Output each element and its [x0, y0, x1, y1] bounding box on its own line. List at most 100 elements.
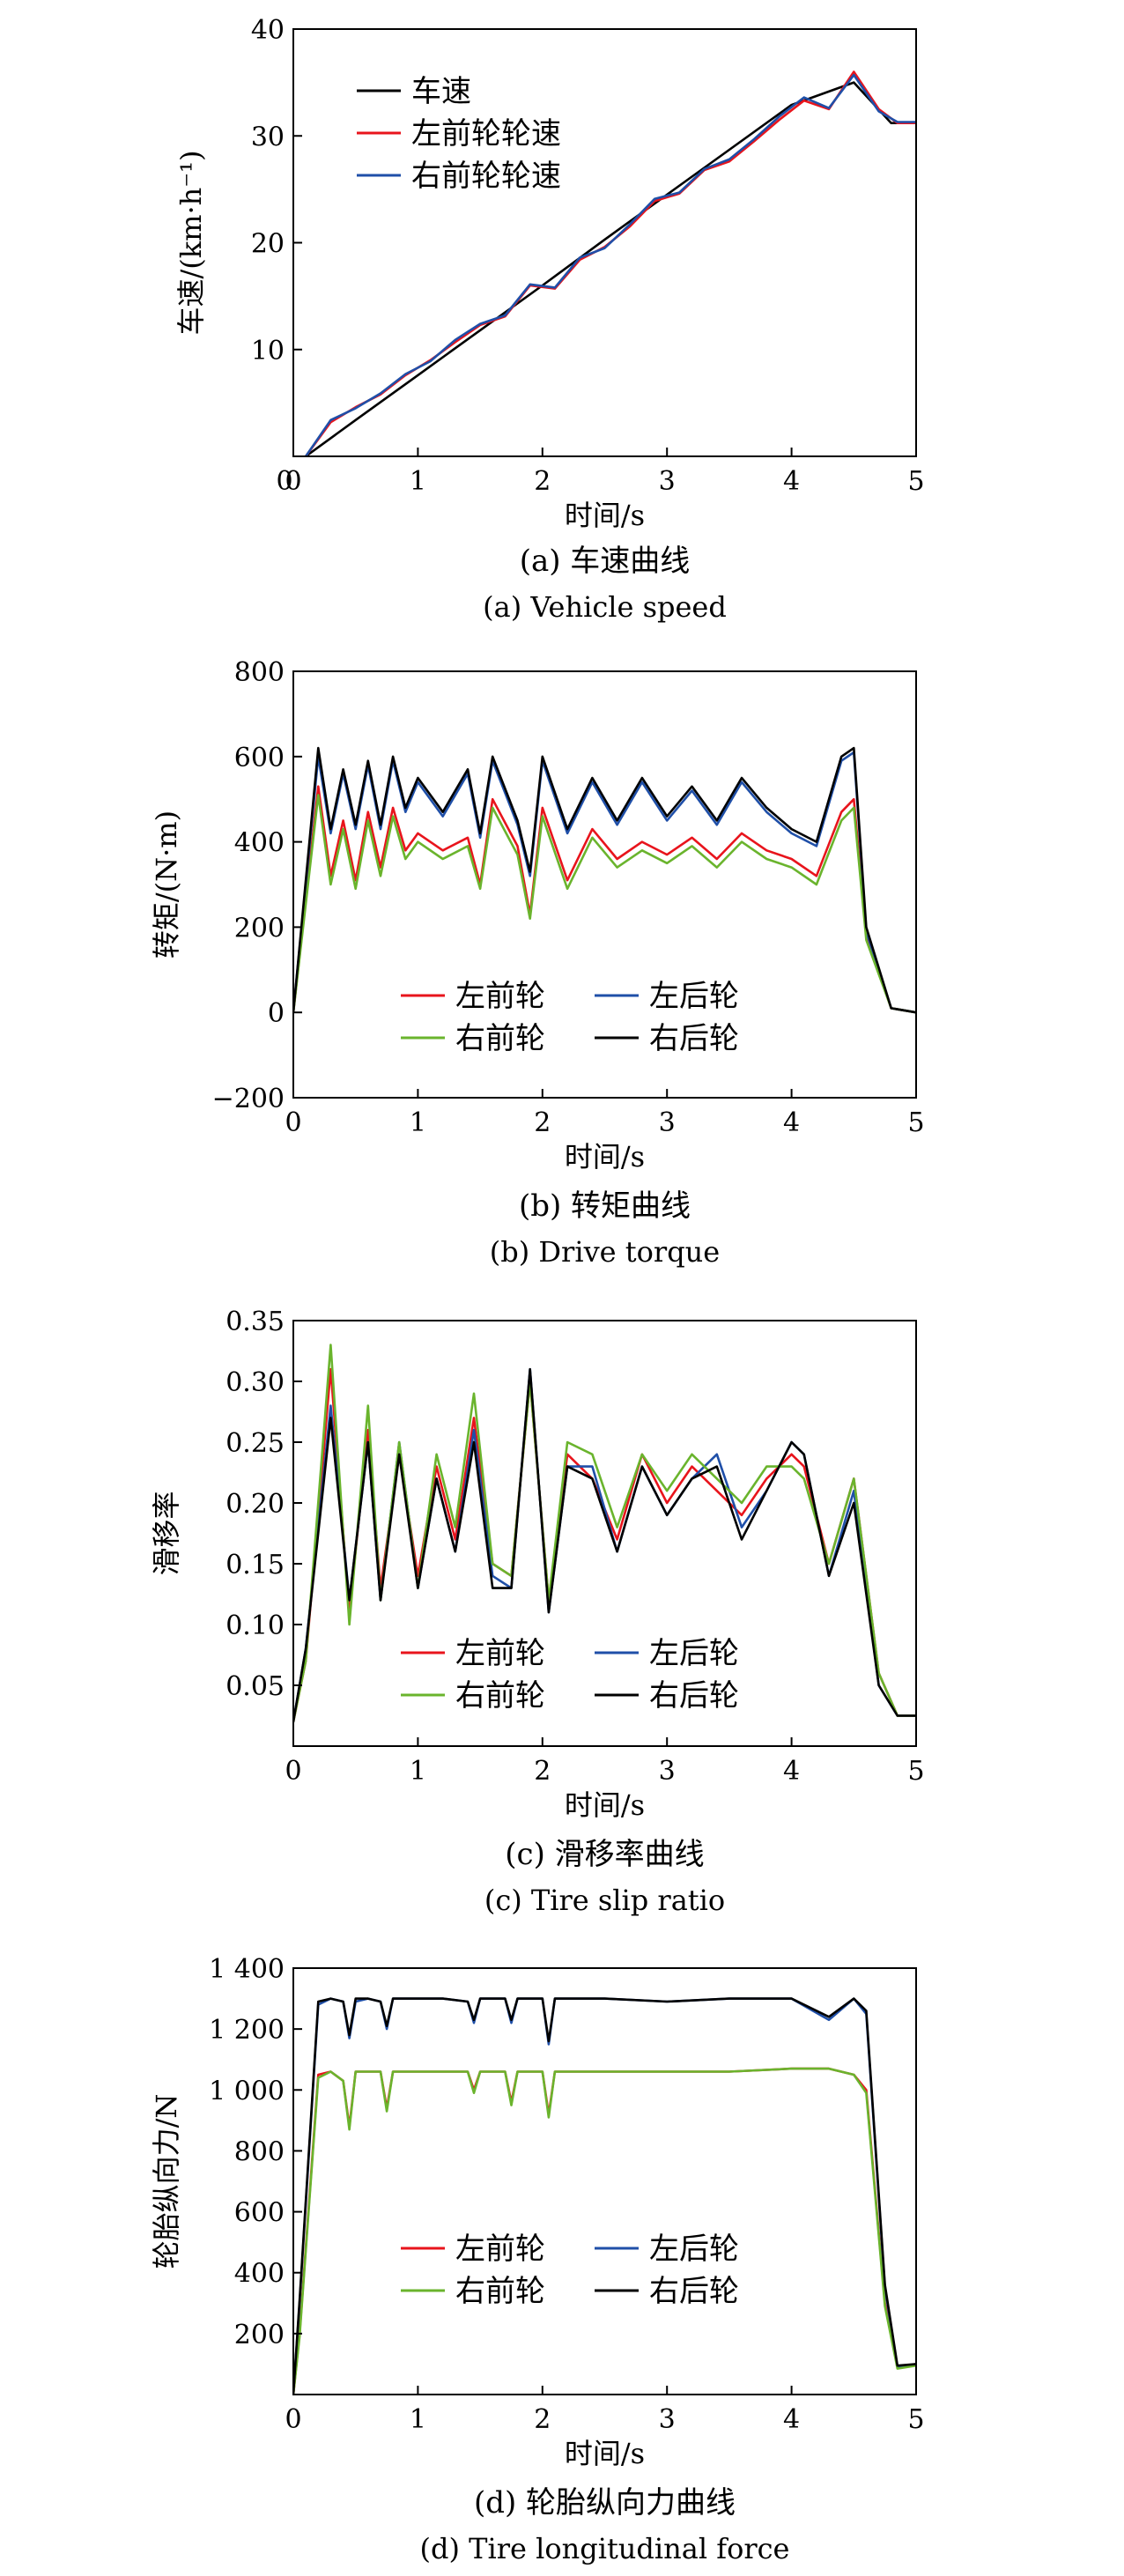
- x-tick-label: 5: [907, 2404, 924, 2435]
- caption-en: (b) Drive torque: [490, 1235, 720, 1269]
- x-tick-label: 1: [410, 1756, 426, 1787]
- y-tick-label: 0: [268, 998, 285, 1029]
- caption-zh: (c) 滑移率曲线: [505, 1837, 704, 1872]
- x-tick-label: 5: [907, 1756, 924, 1787]
- y-tick-label: 30: [251, 122, 285, 152]
- legend-label: 右前轮轮速: [411, 159, 561, 194]
- x-axis-label: 时间/s: [565, 499, 645, 532]
- x-tick-label: 0: [285, 2404, 301, 2435]
- legend-label: 左前轮: [455, 1636, 545, 1671]
- series-group: [293, 746, 916, 1014]
- chart-panel-4: 0 1 2 3 4 5 200 400 600 800 1 000 1 200 1 400 时间/s 轮胎纵…: [150, 1954, 925, 2565]
- series-line-4: [293, 746, 916, 1014]
- y-tick-label: 0.20: [226, 1489, 285, 1520]
- x-axis-label: 时间/s: [565, 1788, 645, 1822]
- plot-frame: [292, 1967, 917, 2395]
- series-line-1: [293, 2067, 916, 2395]
- series-group: [293, 1997, 916, 2395]
- x-tick-label: 2: [534, 2404, 551, 2435]
- y-tick-label: 600: [234, 743, 285, 774]
- legend-label: 左前轮: [455, 2232, 545, 2267]
- y-tick-label: 0.30: [226, 1367, 285, 1398]
- y-tick-label: 600: [234, 2198, 285, 2229]
- y-tick-label: 800: [234, 657, 285, 688]
- legend-label: 右前轮: [455, 2274, 545, 2309]
- legend-label: 左后轮: [649, 2232, 739, 2267]
- y-axis-label: 滑移率: [150, 1491, 183, 1575]
- plot-frame: [292, 1320, 917, 1747]
- series-line-1: [304, 81, 916, 456]
- legend-label: 右后轮: [649, 1021, 739, 1056]
- legend-label: 左后轮: [649, 1636, 739, 1671]
- series-line-3: [293, 2067, 916, 2395]
- legend-label: 右后轮: [649, 1678, 739, 1714]
- series-line-2: [304, 70, 916, 456]
- legend-label: 右前轮: [455, 1678, 545, 1714]
- x-tick-label: 0: [285, 466, 301, 497]
- y-tick-label: −200: [212, 1084, 285, 1114]
- x-tick-label: 4: [783, 1756, 800, 1787]
- x-tick-label: 2: [534, 466, 551, 497]
- y-tick-label: 0.15: [226, 1550, 285, 1580]
- x-tick-label: 0: [285, 1756, 301, 1787]
- x-tick-label: 1: [410, 466, 426, 497]
- origin-label: 0: [276, 466, 292, 497]
- x-tick-label: 2: [534, 1756, 551, 1787]
- caption-zh: (a) 车速曲线: [520, 544, 691, 579]
- series-line-4: [293, 1367, 916, 1723]
- y-axis-label: 车速/(km·h⁻¹): [174, 151, 208, 336]
- series-line-3: [293, 1344, 916, 1723]
- x-tick-label: 5: [907, 1107, 924, 1138]
- series-line-1: [293, 785, 916, 1014]
- x-tick-label: 3: [659, 1107, 676, 1138]
- legend-label: 左前轮轮速: [411, 116, 561, 152]
- y-tick-label: 400: [234, 828, 285, 859]
- y-tick-label: 0.25: [226, 1428, 285, 1459]
- x-tick-label: 5: [907, 466, 924, 497]
- chart-panel-1: 0 1 2 3 4 5 10 20 30 40 0 时间/s 车速/(km·h⁻¹) (a) 车速曲线 (a…: [174, 15, 925, 624]
- y-tick-label: 200: [234, 913, 285, 944]
- x-tick-label: 4: [783, 466, 800, 497]
- y-axis-label: 轮胎纵向力/N: [150, 2094, 183, 2269]
- plot-frame: [292, 670, 917, 1099]
- chart-panel-3: 0 1 2 3 4 5 0.05 0.10 0.15 0.20 0.25 0.30 0.35 时间/s 滑移…: [150, 1307, 925, 1917]
- y-axis-label: 转矩/(N·m): [150, 811, 183, 959]
- x-tick-label: 4: [783, 1107, 800, 1138]
- y-tick-label: 1 200: [209, 2015, 285, 2046]
- series-group: [304, 70, 916, 456]
- series-line-3: [304, 73, 916, 456]
- caption-en: (c) Tire slip ratio: [484, 1884, 725, 1917]
- caption-zh: (d) 轮胎纵向力曲线: [474, 2485, 736, 2520]
- x-tick-label: 4: [783, 2404, 800, 2435]
- legend-label: 右前轮: [455, 1021, 545, 1056]
- y-tick-label: 800: [234, 2136, 285, 2167]
- y-tick-label: 1 400: [209, 1954, 285, 1985]
- x-tick-label: 2: [534, 1107, 551, 1138]
- x-tick-label: 1: [410, 2404, 426, 2435]
- caption-zh: (b) 转矩曲线: [519, 1188, 691, 1224]
- x-tick-label: 3: [659, 1756, 676, 1787]
- y-tick-label: 40: [251, 15, 285, 46]
- series-line-3: [293, 794, 916, 1014]
- legend-label: 左前轮: [455, 979, 545, 1014]
- legend-label: 右后轮: [649, 2274, 739, 2309]
- caption-en: (a) Vehicle speed: [483, 590, 727, 624]
- legend-label: 左后轮: [649, 979, 739, 1014]
- x-axis-label: 时间/s: [565, 1140, 645, 1173]
- y-tick-label: 200: [234, 2320, 285, 2350]
- y-tick-label: 0.10: [226, 1610, 285, 1641]
- x-tick-label: 3: [659, 466, 676, 497]
- y-tick-label: 10: [251, 336, 285, 366]
- y-tick-label: 0.05: [226, 1671, 285, 1702]
- series-line-4: [293, 1997, 916, 2395]
- legend-label: 车速: [411, 74, 471, 109]
- x-tick-label: 1: [410, 1107, 426, 1138]
- series-line-2: [293, 1997, 916, 2395]
- x-tick-label: 0: [285, 1107, 301, 1138]
- x-axis-label: 时间/s: [565, 2437, 645, 2470]
